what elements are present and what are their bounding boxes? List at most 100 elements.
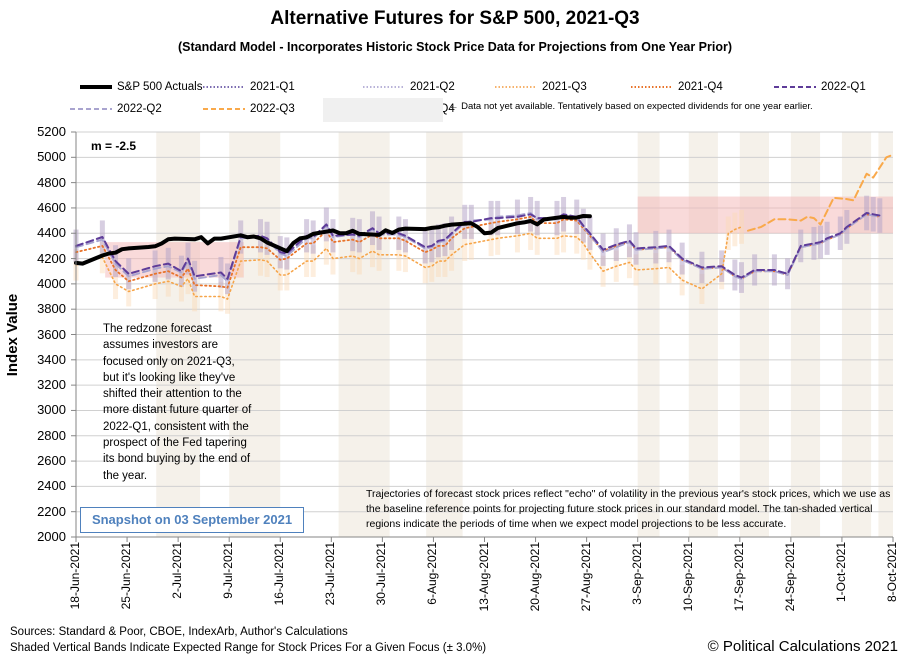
legend-swatch: [363, 86, 405, 88]
legend-swatch: [495, 86, 537, 88]
x-tick-label: 18-Jun-2021: [68, 542, 82, 610]
legend-swatch: [203, 108, 245, 110]
legend-label: 2022-Q3: [250, 103, 295, 115]
y-tick-label: 4200: [37, 250, 66, 266]
range-bar: [738, 210, 744, 244]
range-bar: [350, 240, 356, 273]
range-bar: [192, 281, 198, 312]
legend-label: 2021-Q4: [678, 81, 723, 93]
legend-item: 2022-Q2: [68, 100, 162, 118]
echo-annotation: Trajectories of forecast stock prices re…: [366, 488, 891, 530]
range-bar: [284, 259, 290, 291]
range-bar: [422, 230, 428, 264]
y-tick-label: 3800: [37, 301, 66, 317]
x-tick-label: 25-Jun-2021: [119, 542, 134, 610]
range-bar: [534, 200, 540, 236]
x-tick-label: 6-Aug-2021: [425, 542, 440, 605]
y-tick-label: 4400: [37, 225, 66, 241]
y-tick-label: 3200: [37, 377, 66, 393]
m-value-label: m = -2.5: [91, 139, 137, 153]
range-bar: [528, 216, 534, 250]
legend-label: 2021-Q2: [410, 81, 455, 93]
y-tick-label: 2200: [37, 503, 66, 519]
range-bar: [514, 219, 520, 253]
legend-swatch: [203, 86, 245, 88]
range-bar: [442, 223, 448, 257]
range-bar: [666, 229, 672, 263]
range-bar: [534, 221, 540, 255]
legend-item: 2022-Q3: [201, 100, 295, 118]
range-bar: [699, 273, 705, 304]
legend-item: 2021-Q3: [493, 78, 587, 96]
range-bar: [310, 220, 316, 254]
series-line-actual: [74, 214, 592, 266]
copyright: © Political Calculations 2021: [707, 638, 898, 655]
y-tick-label: 2600: [37, 453, 66, 469]
x-tick-label: 1-Oct-2021: [833, 542, 848, 603]
x-tick-label: 20-Aug-2021: [527, 542, 542, 612]
sources-text: Sources: Standard & Poor, CBOE, IndexArb…: [10, 626, 348, 638]
legend-note: ← Data not yet available. Tentatively ba…: [449, 101, 813, 112]
range-bar: [185, 263, 191, 295]
range-bar: [284, 237, 290, 270]
legend-swatch: [70, 108, 112, 110]
x-tick-label: 2-Jul-2021: [170, 542, 185, 599]
x-tick-label: 27-Aug-2021: [578, 542, 593, 612]
redzone-annotation: The redzone forecast assumes investors a…: [103, 323, 252, 482]
range-bar: [369, 234, 375, 268]
legend-label: 2021-Q1: [250, 81, 295, 93]
range-bar: [178, 255, 184, 287]
series-line-q2022_1: [75, 212, 881, 280]
range-bar: [435, 245, 441, 277]
snapshot-box: Snapshot on 03 September 2021: [80, 507, 304, 533]
legend-item: 2022-Q1: [772, 78, 866, 96]
legend-item: 2021-Q1: [201, 78, 295, 96]
y-tick-label: 5200: [37, 124, 66, 139]
legend-swatch: [774, 86, 816, 88]
y-tick-label: 2400: [37, 478, 66, 494]
chart-subtitle: (Standard Model - Incorporates Historic …: [177, 40, 733, 54]
range-bar: [310, 245, 316, 277]
range-bar: [752, 254, 758, 286]
y-tick-label: 2000: [37, 529, 66, 544]
y-tick-label: 4600: [37, 199, 66, 215]
legend-item: 2021-Q2: [361, 78, 455, 96]
legend-label: S&P 500 Actuals: [117, 81, 203, 93]
x-tick-label: 13-Aug-2021: [476, 542, 491, 612]
redzone: [637, 196, 893, 234]
legend-item: S&P 500 Actuals: [78, 78, 202, 96]
x-tick-label: 9-Jul-2021: [221, 542, 236, 599]
footer-sources: Sources: Standard & Poor, CBOE, IndexArb…: [10, 624, 486, 656]
y-tick-label: 4800: [37, 174, 66, 190]
x-tick-label: 8-Oct-2021: [885, 542, 899, 603]
x-tick-label: 3-Sep-2021: [629, 542, 644, 605]
range-bar: [732, 259, 738, 291]
series-line-q2022_3: [747, 153, 894, 232]
x-tick-label: 16-Jul-2021: [272, 542, 287, 606]
range-bar: [323, 232, 329, 265]
series-line-q2021_3: [75, 226, 743, 300]
y-tick-label: 3400: [37, 351, 66, 367]
bands-note: Shaded Vertical Bands Indicate Expected …: [10, 642, 487, 654]
legend-label: 2022-Q2: [117, 103, 162, 115]
legend-item: 2021-Q4: [629, 78, 723, 96]
x-tick-label: 10-Sep-2021: [680, 542, 695, 612]
y-tick-label: 4000: [37, 275, 66, 291]
range-bar: [396, 238, 402, 271]
legend-label: 2021-Q3: [542, 81, 587, 93]
range-bar: [218, 281, 224, 312]
series-line-q2021_4: [75, 213, 881, 289]
y-tick-label: 3000: [37, 402, 66, 418]
chart-title: Alternative Futures for S&P 500, 2021-Q3: [270, 8, 640, 29]
y-axis-label: Index Value: [4, 293, 21, 377]
legend-swatch: [631, 86, 673, 88]
range-bar: [257, 219, 263, 253]
legend-swatch: [80, 85, 112, 89]
legend-highlight: [323, 98, 443, 122]
x-tick-label: 23-Jul-2021: [323, 542, 338, 606]
range-bar: [113, 268, 119, 300]
y-tick-label: 5000: [37, 149, 66, 165]
x-tick-label: 24-Sep-2021: [782, 542, 797, 612]
y-tick-label: 3600: [37, 326, 66, 342]
